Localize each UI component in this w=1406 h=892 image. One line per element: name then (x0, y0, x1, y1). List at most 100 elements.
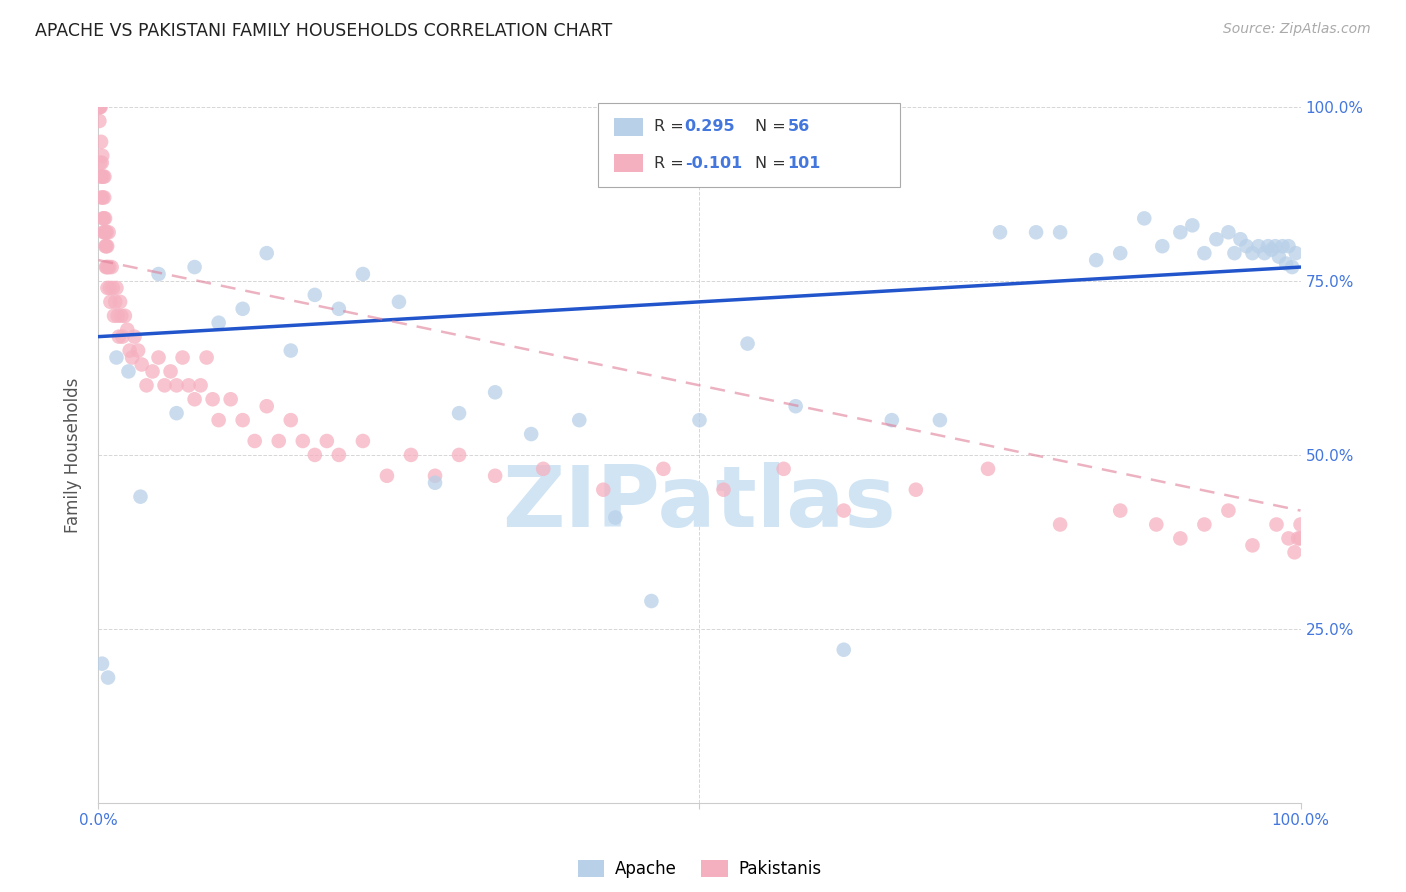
Point (89, 100, 111, 114)
Point (1289, 532, 1312, 546)
Point (91, 169, 114, 184)
Text: APACHE VS PAKISTANI FAMILY HOUSEHOLDS CORRELATION CHART: APACHE VS PAKISTANI FAMILY HOUSEHOLDS CO… (35, 22, 613, 40)
Y-axis label: Family Households: Family Households (65, 377, 83, 533)
Point (304, 288, 326, 302)
Text: 101: 101 (787, 156, 821, 170)
Point (1181, 219, 1204, 233)
Point (94, 239, 117, 253)
Point (117, 364, 139, 378)
Point (90, 100, 112, 114)
Point (94, 211, 117, 226)
Point (135, 378, 157, 392)
Point (1144, 517, 1167, 532)
Point (183, 392, 205, 407)
Point (93, 190, 115, 204)
Point (91, 169, 114, 184)
Point (531, 462, 554, 476)
Point (1285, 246, 1308, 260)
Point (219, 392, 242, 407)
Point (1085, 253, 1108, 268)
Point (928, 413, 950, 427)
Point (1229, 232, 1251, 246)
Point (291, 434, 314, 448)
Text: R =: R = (654, 156, 689, 170)
Point (1268, 250, 1291, 264)
Point (1205, 232, 1227, 246)
Point (129, 490, 152, 504)
Point (114, 309, 136, 323)
Point (232, 413, 254, 427)
Point (484, 385, 506, 400)
Point (172, 351, 194, 365)
Point (98, 260, 121, 274)
Point (772, 462, 794, 476)
Point (110, 309, 132, 323)
Point (447, 406, 470, 420)
Point (520, 427, 543, 442)
Point (96, 239, 118, 253)
Point (96, 225, 118, 239)
Point (121, 351, 143, 365)
Point (208, 413, 231, 427)
Point (988, 225, 1011, 239)
Point (1257, 239, 1279, 253)
Point (141, 364, 163, 378)
Point (100, 260, 122, 274)
Point (785, 399, 807, 413)
Point (904, 483, 927, 497)
Point (352, 434, 374, 448)
Point (153, 378, 176, 392)
Point (90, 155, 112, 169)
Point (1275, 256, 1298, 270)
Text: N =: N = (755, 120, 792, 134)
Point (98, 281, 121, 295)
Point (89, 155, 111, 169)
Point (159, 364, 181, 378)
Point (183, 260, 205, 274)
Point (1271, 239, 1294, 253)
Point (1284, 545, 1306, 559)
Point (97, 225, 120, 239)
Point (131, 358, 153, 372)
Point (96, 260, 118, 274)
Point (484, 468, 506, 483)
Point (96, 239, 118, 253)
Point (103, 309, 125, 323)
Point (1194, 246, 1216, 260)
Text: N =: N = (755, 156, 792, 170)
Point (118, 343, 141, 358)
Point (304, 448, 326, 462)
Point (94, 225, 117, 239)
Point (97, 260, 120, 274)
Point (256, 399, 278, 413)
Point (127, 343, 149, 358)
Point (148, 267, 170, 281)
Point (399, 448, 422, 462)
Point (1218, 225, 1240, 239)
Point (100, 294, 122, 309)
Point (423, 475, 446, 490)
Point (375, 468, 398, 483)
Point (1253, 246, 1275, 260)
Point (177, 378, 200, 392)
Point (1170, 532, 1192, 546)
Point (280, 343, 302, 358)
Point (90, 169, 112, 184)
Point (315, 434, 337, 448)
Point (1281, 260, 1303, 274)
Point (104, 294, 127, 309)
Point (96, 281, 118, 295)
Point (105, 351, 128, 365)
Point (592, 483, 614, 497)
Point (713, 483, 735, 497)
Text: ZIPatlas: ZIPatlas (502, 462, 897, 545)
Point (1223, 246, 1246, 260)
Text: -0.101: -0.101 (685, 156, 742, 170)
Point (91, 657, 114, 671)
Point (652, 462, 675, 476)
Text: 56: 56 (787, 120, 810, 134)
Point (1236, 239, 1258, 253)
Point (832, 503, 855, 517)
Point (1277, 532, 1299, 546)
Point (195, 351, 218, 365)
